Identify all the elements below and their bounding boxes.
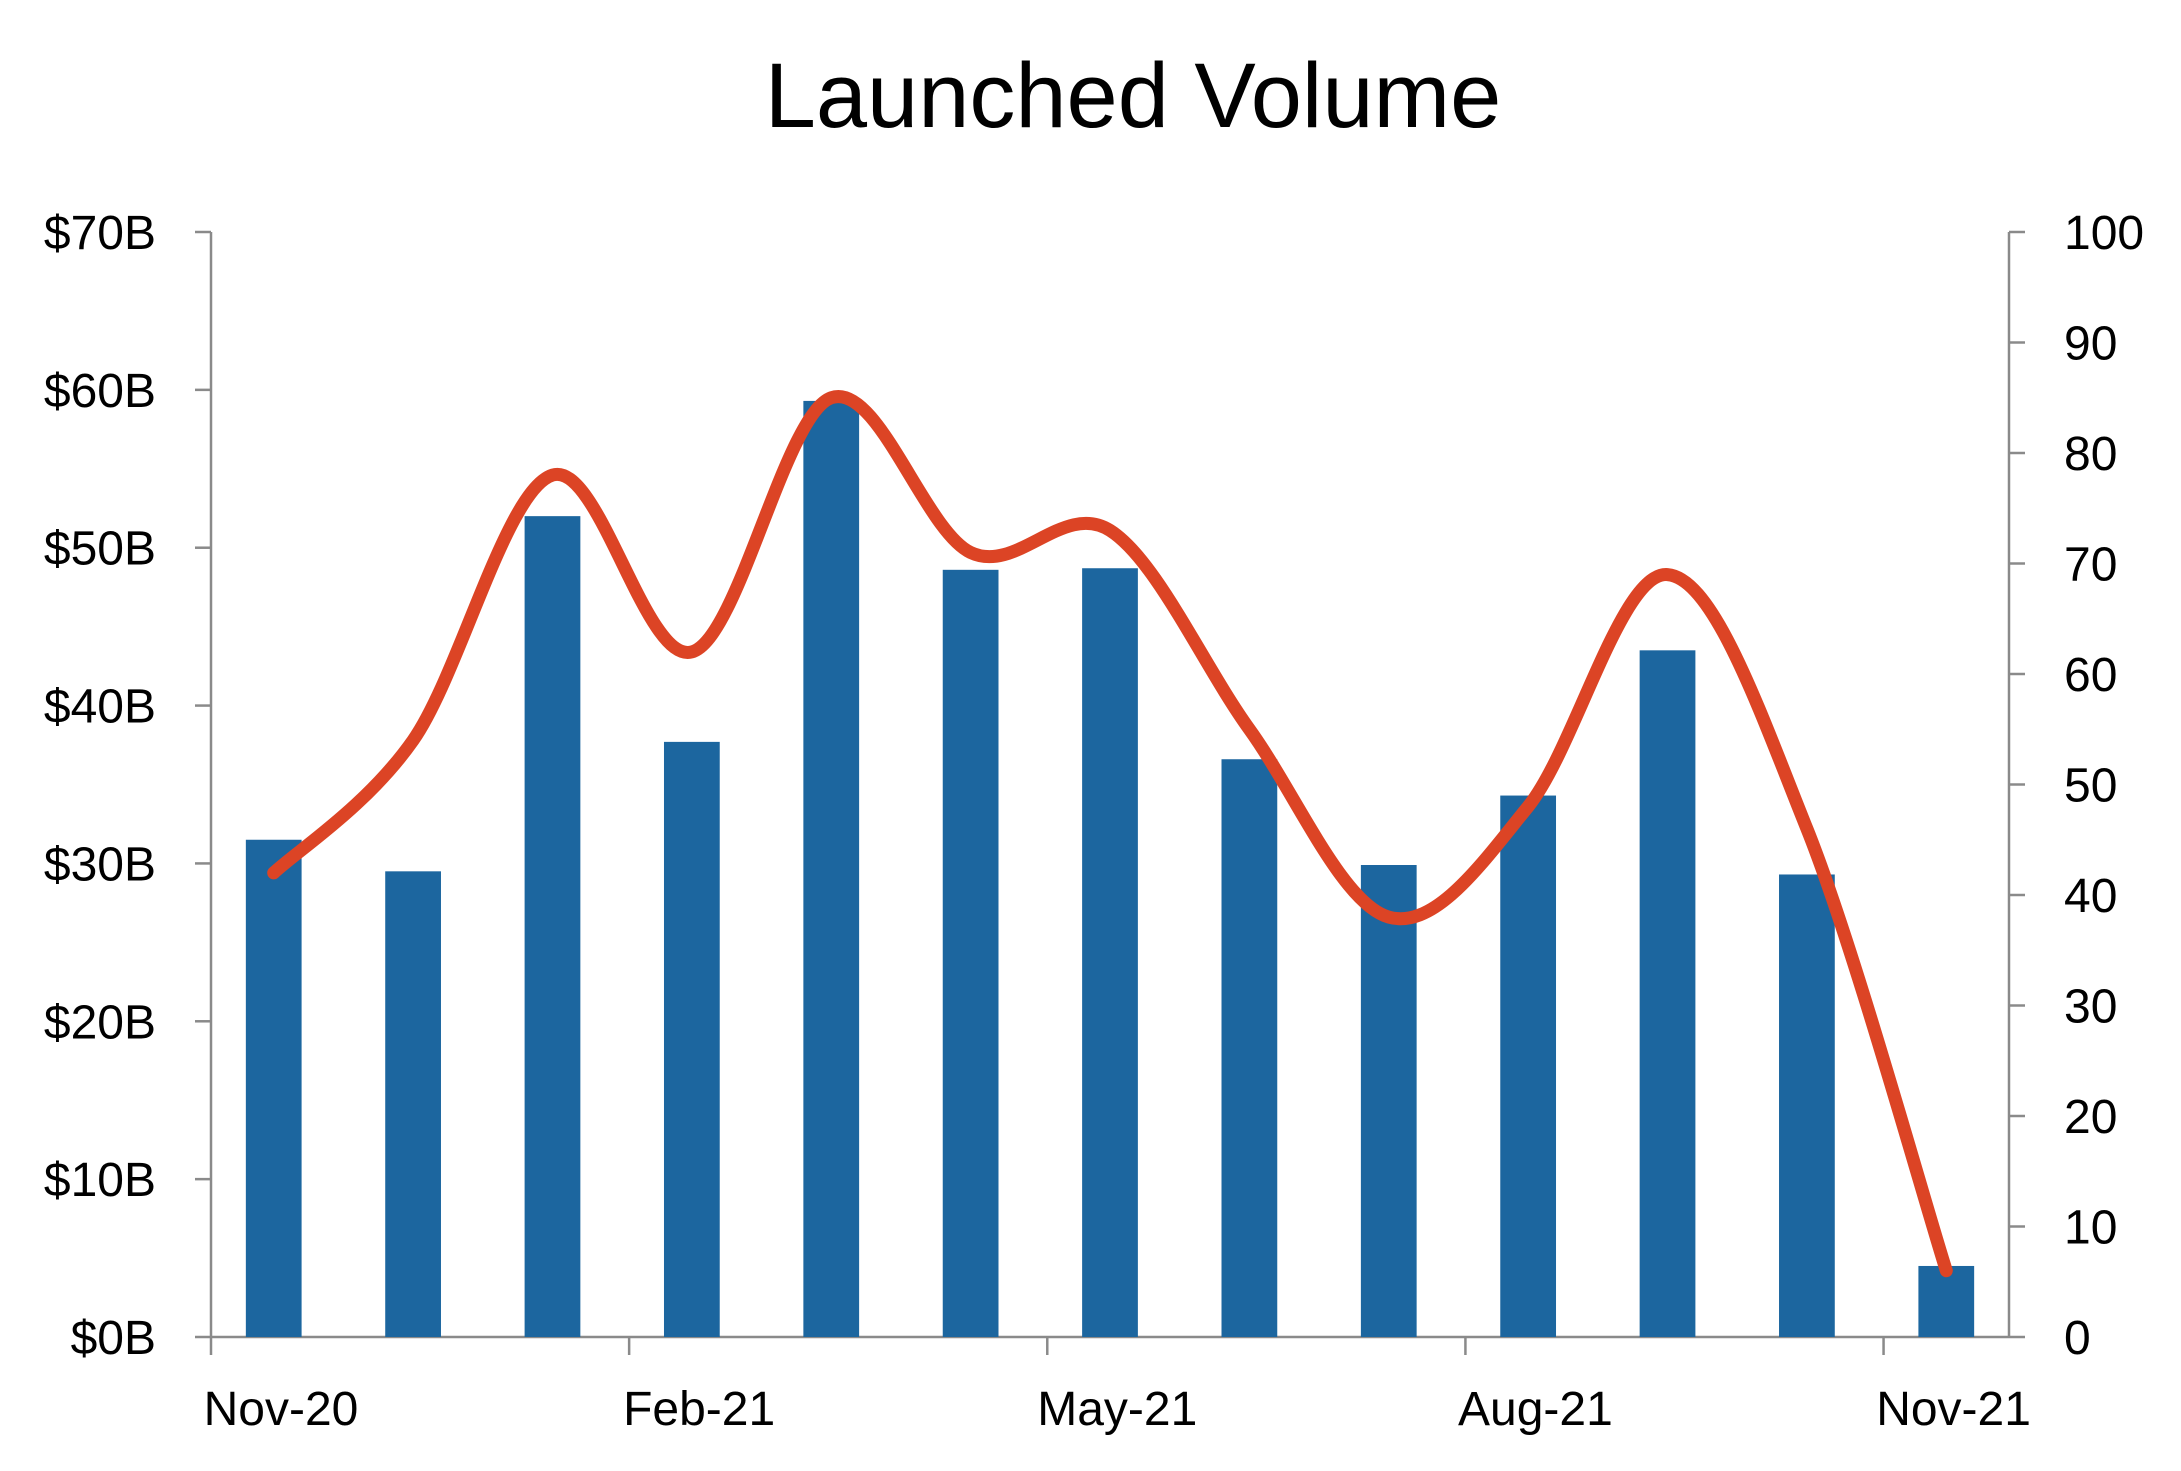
line-series — [267, 390, 1953, 1278]
right-axis-tick-label: 70 — [2064, 539, 2117, 592]
right-axis-tick-label: 60 — [2064, 649, 2117, 702]
bar — [803, 400, 860, 1338]
bar — [524, 516, 581, 1337]
right-axis-tick-label: 90 — [2064, 318, 2117, 371]
left-axis-tick-label: $20B — [44, 996, 156, 1049]
left-axis-tick-label: $30B — [44, 838, 156, 891]
left-axis-tick-label: $40B — [44, 681, 156, 734]
right-axis-tick-label: 20 — [2064, 1091, 2117, 1144]
right-axis-tick-label: 100 — [2064, 207, 2144, 260]
bar — [385, 871, 441, 1337]
bar-series — [245, 400, 1975, 1338]
right-axis-tick-label: 40 — [2064, 870, 2117, 923]
x-axis-tick-label: Aug-21 — [1458, 1383, 1613, 1436]
bar — [1082, 568, 1138, 1337]
bar — [245, 839, 302, 1337]
bar — [1500, 795, 1557, 1337]
left-axis-tick-label: $60B — [44, 365, 156, 418]
right-axis-tick-label: 10 — [2064, 1202, 2117, 1255]
bar — [1639, 650, 1696, 1337]
bar — [663, 741, 720, 1337]
x-axis-tick-label: May-21 — [1037, 1383, 1197, 1436]
right-axis-tick-label: 0 — [2064, 1312, 2091, 1365]
bar — [1360, 865, 1417, 1337]
right-axis-tick-label: 50 — [2064, 760, 2117, 813]
right-axis-tick-label: 30 — [2064, 981, 2117, 1034]
left-axis-tick-label: $50B — [44, 523, 156, 576]
left-axis-tick-label: $10B — [44, 1154, 156, 1207]
bar — [1221, 759, 1278, 1337]
bar — [942, 569, 999, 1337]
left-axis-tick-label: $0B — [71, 1312, 156, 1365]
bar — [1779, 874, 1835, 1337]
chart-title: Launched Volume — [765, 45, 1502, 147]
left-axis-tick-label: $70B — [44, 207, 156, 260]
bar — [1918, 1265, 1975, 1337]
tick-labels: $0B $10B $20B $30B $40B $50B $60B $70B 0 10 20 30 40… — [44, 207, 2144, 1436]
right-axis-tick-label: 80 — [2064, 428, 2117, 481]
x-axis-tick-label: Nov-21 — [1876, 1383, 2031, 1436]
x-axis-tick-label: Nov-20 — [204, 1383, 359, 1436]
x-axis-tick-label: Feb-21 — [623, 1383, 775, 1436]
line-series-path — [267, 390, 1953, 1278]
